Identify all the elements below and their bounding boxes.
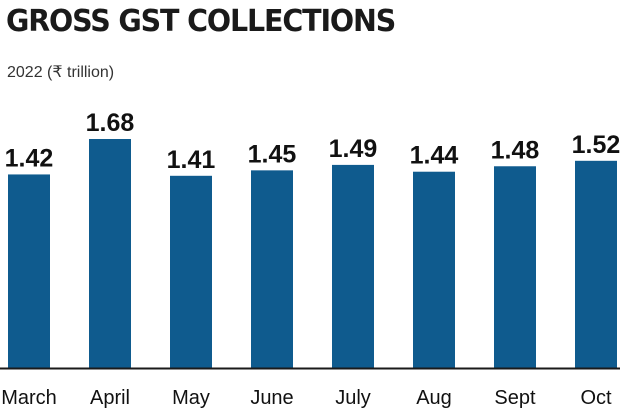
value-label-aug: 1.44 xyxy=(410,142,459,170)
chart-subtitle: 2022 (₹ trillion) xyxy=(7,64,115,81)
bar-march xyxy=(8,174,50,368)
value-label-sept: 1.48 xyxy=(491,136,540,164)
x-tick-may: May xyxy=(172,387,210,409)
value-label-oct: 1.52 xyxy=(572,131,620,159)
chart-title: GROSS GST COLLECTIONS xyxy=(6,4,396,39)
x-tick-june: June xyxy=(250,387,293,409)
value-label-march: 1.42 xyxy=(5,144,54,172)
value-label-june: 1.45 xyxy=(248,140,297,168)
bar-july xyxy=(332,164,374,368)
value-label-april: 1.68 xyxy=(86,109,135,137)
x-tick-aug: Aug xyxy=(416,387,452,409)
bar-june xyxy=(251,170,293,368)
value-label-may: 1.41 xyxy=(167,146,216,174)
x-tick-oct: Oct xyxy=(580,387,612,409)
x-tick-july: July xyxy=(335,387,371,409)
bar-oct xyxy=(575,160,617,368)
bar-aug xyxy=(413,171,455,368)
x-tick-march: March xyxy=(1,387,57,409)
x-tick-april: April xyxy=(90,387,130,409)
bar-april xyxy=(89,139,131,368)
x-tick-sept: Sept xyxy=(494,387,536,409)
value-label-july: 1.49 xyxy=(329,135,378,163)
bar-sept xyxy=(494,166,536,368)
bar-may xyxy=(170,175,212,368)
